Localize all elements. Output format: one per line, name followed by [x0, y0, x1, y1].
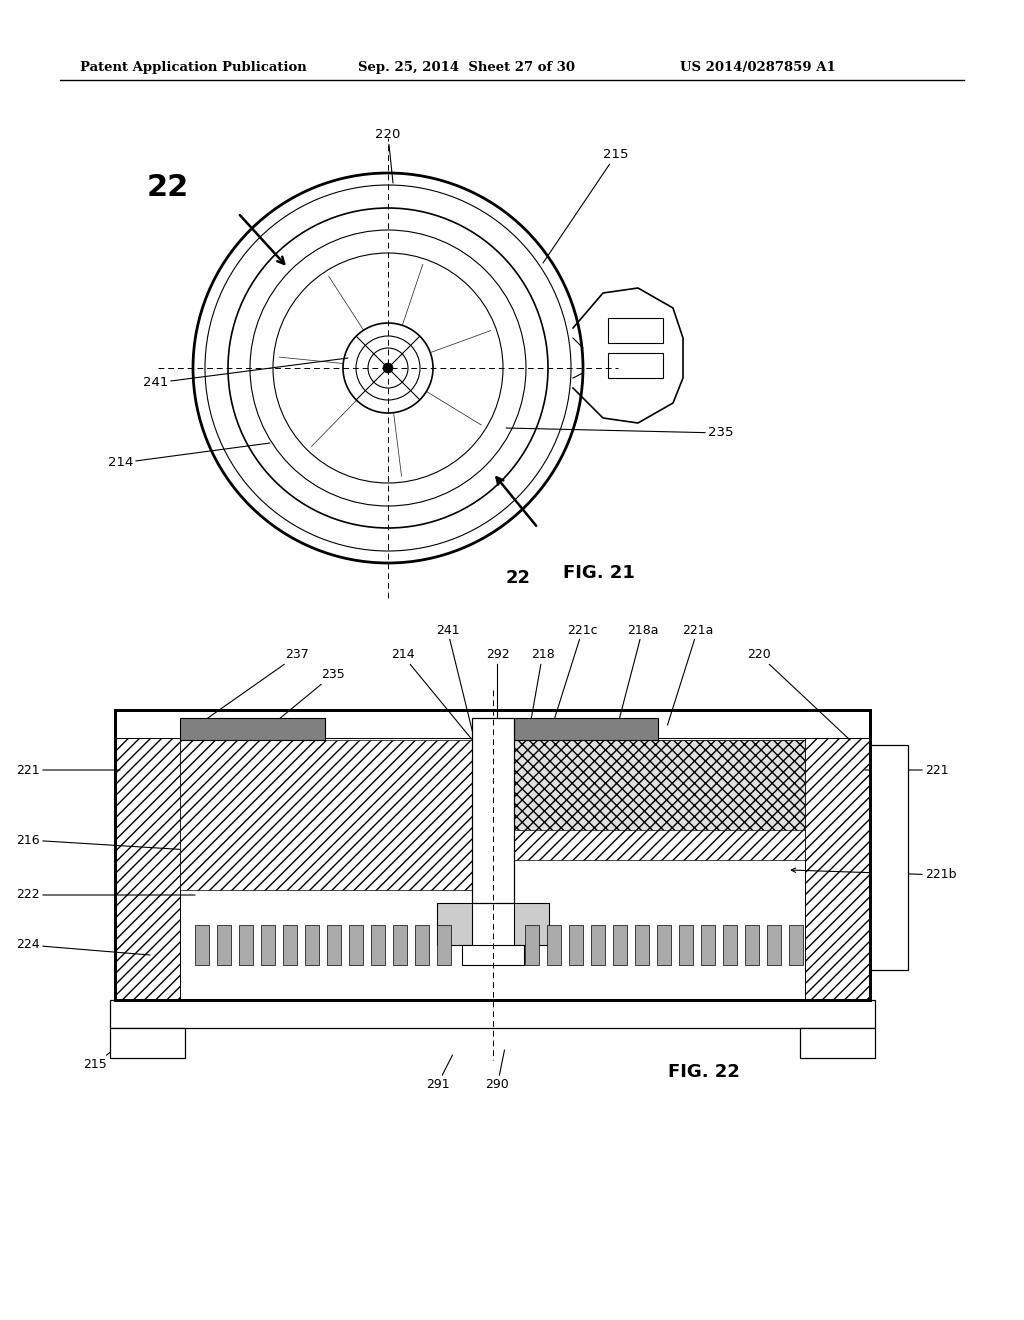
Text: 215: 215 — [543, 149, 629, 263]
Text: Sep. 25, 2014  Sheet 27 of 30: Sep. 25, 2014 Sheet 27 of 30 — [358, 62, 575, 74]
Bar — [657, 925, 671, 965]
Bar — [239, 925, 253, 965]
Bar — [613, 925, 627, 965]
Text: 235: 235 — [506, 426, 733, 440]
Bar — [195, 925, 209, 965]
Text: 290: 290 — [485, 1049, 509, 1092]
Text: FIG. 22: FIG. 22 — [668, 1063, 739, 1081]
Bar — [115, 710, 180, 1001]
Text: FIG. 21: FIG. 21 — [563, 564, 635, 582]
Text: 220: 220 — [376, 128, 400, 183]
Text: 218a: 218a — [612, 623, 658, 744]
Bar — [115, 710, 870, 1001]
Bar — [471, 718, 513, 903]
Bar — [115, 710, 870, 1001]
Bar — [800, 1028, 874, 1059]
Bar — [547, 925, 561, 965]
Text: 221: 221 — [865, 763, 948, 776]
Bar — [110, 1028, 185, 1059]
Bar — [745, 925, 759, 965]
Bar — [283, 925, 297, 965]
Bar — [217, 925, 231, 965]
Bar — [569, 925, 583, 965]
Bar — [110, 1001, 874, 1028]
Bar — [462, 945, 523, 965]
Bar — [180, 718, 325, 741]
Bar — [437, 925, 451, 965]
Bar — [790, 925, 803, 965]
Text: 221a: 221a — [668, 623, 713, 725]
Text: 292: 292 — [485, 648, 509, 810]
Bar — [371, 925, 385, 965]
Bar — [805, 710, 870, 1001]
Text: US 2014/0287859 A1: US 2014/0287859 A1 — [680, 62, 836, 74]
Text: 215: 215 — [83, 1028, 140, 1071]
Text: Patent Application Publication: Patent Application Publication — [80, 62, 307, 74]
Bar — [415, 925, 429, 965]
Text: 220: 220 — [748, 648, 850, 741]
Text: 241: 241 — [142, 358, 348, 389]
Circle shape — [383, 363, 393, 374]
Text: 214: 214 — [108, 444, 270, 470]
Text: 235: 235 — [193, 668, 344, 789]
Bar — [436, 903, 471, 945]
Text: 218: 218 — [527, 648, 554, 741]
Bar — [591, 925, 605, 965]
Bar — [870, 744, 908, 970]
Bar — [393, 925, 407, 965]
Bar — [180, 741, 471, 890]
Bar — [635, 925, 649, 965]
Bar — [701, 925, 715, 965]
Text: 22: 22 — [146, 173, 189, 202]
Text: 221b: 221b — [792, 869, 956, 882]
Bar — [679, 925, 693, 965]
Text: 214: 214 — [391, 648, 476, 744]
Bar — [608, 352, 663, 378]
Bar — [513, 741, 805, 830]
Text: 291: 291 — [426, 1055, 453, 1092]
Text: 224: 224 — [16, 939, 150, 954]
Bar — [327, 925, 341, 965]
Text: 216: 216 — [16, 833, 190, 850]
Bar — [608, 318, 663, 343]
Bar — [349, 925, 362, 965]
Text: 221: 221 — [16, 763, 120, 776]
Bar — [261, 925, 275, 965]
Bar — [513, 903, 549, 945]
Bar — [512, 718, 657, 741]
Text: 241: 241 — [435, 623, 474, 741]
Bar — [723, 925, 737, 965]
Text: 221c: 221c — [553, 623, 598, 725]
Bar — [305, 925, 319, 965]
Bar — [767, 925, 781, 965]
Bar — [513, 741, 805, 861]
Bar — [115, 710, 870, 738]
Text: 237: 237 — [205, 648, 309, 719]
Bar — [525, 925, 539, 965]
Text: 22: 22 — [506, 569, 530, 587]
Text: 222: 222 — [16, 888, 195, 902]
